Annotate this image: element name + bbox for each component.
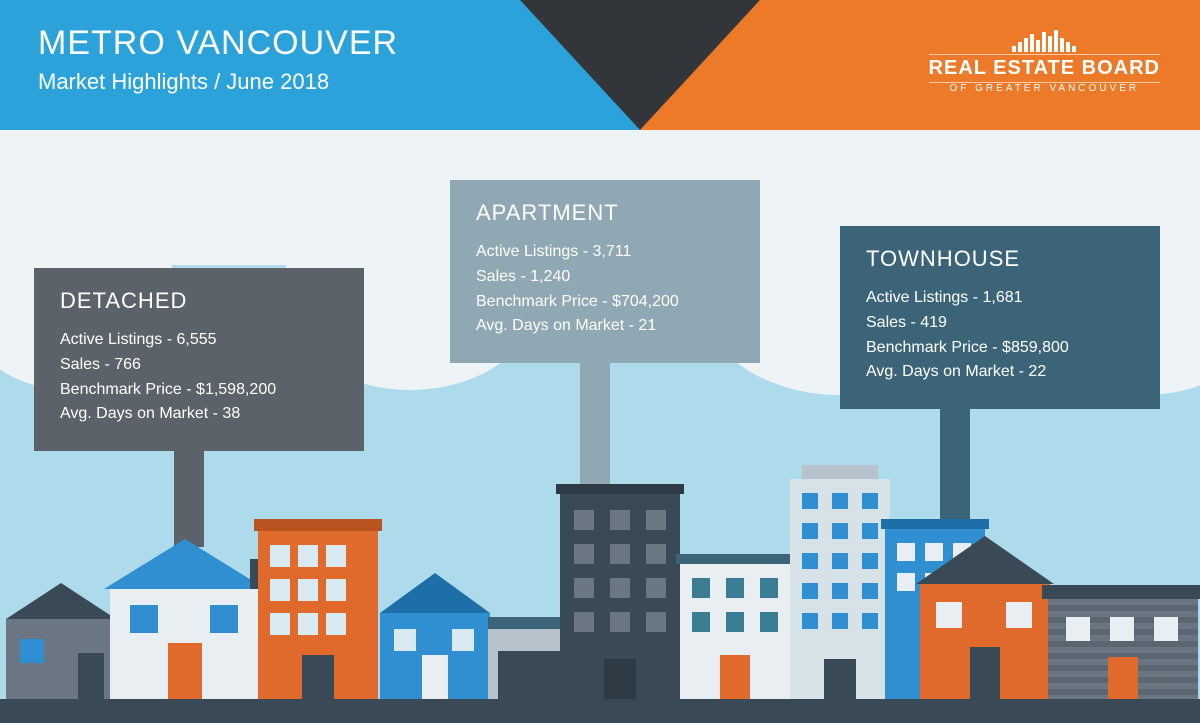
building-tower (790, 479, 890, 699)
logo-line2: OF GREATER VANCOUVER (929, 83, 1160, 94)
callout-row: Sales - 766 (60, 353, 338, 378)
callout-row: Sales - 1,240 (476, 265, 734, 290)
ground-strip (0, 699, 1200, 723)
header-subtitle: Market Highlights / June 2018 (38, 69, 398, 95)
callout-detached: DETACHED Active Listings - 6,555 Sales -… (34, 268, 364, 451)
building-apartment (560, 494, 680, 699)
callout-title: APARTMENT (476, 200, 734, 226)
building-blue-house (380, 613, 490, 699)
callout-row: Avg. Days on Market - 21 (476, 314, 734, 339)
callout-row: Benchmark Price - $1,598,200 (60, 378, 338, 403)
callout-row: Avg. Days on Market - 38 (60, 402, 338, 427)
callout-row: Active Listings - 1,681 (866, 286, 1134, 311)
callout-row: Avg. Days on Market - 22 (866, 360, 1134, 385)
callout-title: TOWNHOUSE (866, 246, 1134, 272)
rebgv-logo: REAL ESTATE BOARD OF GREATER VANCOUVER (929, 30, 1160, 94)
building-detached (110, 589, 260, 699)
callout-row: Active Listings - 6,555 (60, 328, 338, 353)
building-orange-block (258, 531, 378, 699)
header-text: METRO VANCOUVER Market Highlights / June… (38, 24, 398, 95)
logo-line1: REAL ESTATE BOARD (929, 54, 1160, 83)
callout-row: Benchmark Price - $704,200 (476, 290, 734, 315)
callout-row: Active Listings - 3,711 (476, 240, 734, 265)
callout-townhouse: TOWNHOUSE Active Listings - 1,681 Sales … (840, 226, 1160, 409)
header-title: METRO VANCOUVER (38, 24, 398, 63)
callout-title: DETACHED (60, 288, 338, 314)
logo-skyline-icon (929, 30, 1160, 52)
building-townhouse (920, 584, 1050, 699)
callout-row: Benchmark Price - $859,800 (866, 336, 1134, 361)
callout-apartment: APARTMENT Active Listings - 3,711 Sales … (450, 180, 760, 363)
header-banner: METRO VANCOUVER Market Highlights / June… (0, 0, 1200, 130)
callout-row: Sales - 419 (866, 311, 1134, 336)
building-grey-town (1048, 599, 1198, 699)
building-house (6, 619, 116, 699)
building-cream (680, 564, 790, 699)
buildings-row (0, 469, 1200, 699)
